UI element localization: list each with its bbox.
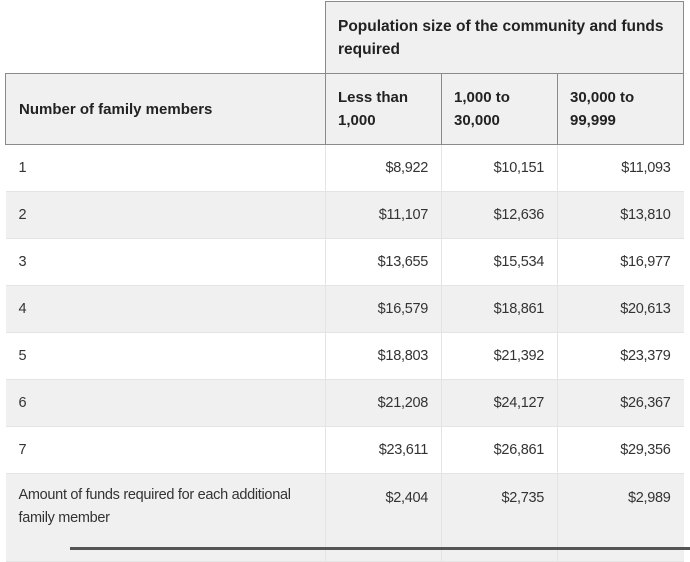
value-cell: $10,151 bbox=[441, 144, 558, 192]
row-label: 5 bbox=[5, 332, 326, 380]
table-row: 4 $16,579 $18,861 $20,613 bbox=[5, 285, 684, 333]
value-cell: $8,922 bbox=[325, 144, 442, 192]
column-header-less-than-1000: Less than 1,000 bbox=[325, 73, 442, 145]
value-cell: $26,861 bbox=[441, 426, 558, 474]
value-cell: $23,611 bbox=[325, 426, 442, 474]
table-row: 1 $8,922 $10,151 $11,093 bbox=[5, 144, 684, 192]
row-label: 6 bbox=[5, 379, 326, 427]
row-label: 2 bbox=[5, 191, 326, 239]
family-members-header: Number of family members bbox=[5, 73, 326, 145]
population-group-header: Population size of the community and fun… bbox=[324, 1, 685, 74]
table-row: 6 $21,208 $24,127 $26,367 bbox=[5, 379, 684, 427]
row-label: 3 bbox=[5, 238, 326, 286]
value-cell: $21,392 bbox=[441, 332, 558, 380]
value-cell: $16,579 bbox=[325, 285, 442, 333]
value-cell: $18,803 bbox=[325, 332, 442, 380]
table-row: 7 $23,611 $26,861 $29,356 bbox=[5, 426, 684, 474]
column-header-1000-to-30000: 1,000 to 30,000 bbox=[441, 73, 558, 145]
value-cell: $24,127 bbox=[441, 379, 558, 427]
value-cell: $13,655 bbox=[325, 238, 442, 286]
value-cell: $11,107 bbox=[325, 191, 442, 239]
value-cell: $15,534 bbox=[441, 238, 558, 286]
value-cell: $12,636 bbox=[441, 191, 558, 239]
value-cell: $13,810 bbox=[556, 191, 684, 239]
funds-table: Population size of the community and fun… bbox=[5, 1, 685, 562]
value-cell: $21,208 bbox=[325, 379, 442, 427]
row-label: 1 bbox=[5, 144, 326, 192]
value-cell: $29,356 bbox=[556, 426, 684, 474]
value-cell: $18,861 bbox=[441, 285, 558, 333]
value-cell: $2,989 bbox=[556, 473, 684, 562]
value-cell: $11,093 bbox=[556, 144, 684, 192]
empty-corner-cell bbox=[5, 1, 326, 74]
value-cell: $26,367 bbox=[556, 379, 684, 427]
value-cell: $16,977 bbox=[556, 238, 684, 286]
value-cell: $20,613 bbox=[556, 285, 684, 333]
row-label: 7 bbox=[5, 426, 326, 474]
bottom-divider bbox=[70, 547, 690, 550]
table-row: 3 $13,655 $15,534 $16,977 bbox=[5, 238, 684, 286]
column-header-30000-to-99999: 30,000 to 99,999 bbox=[556, 73, 685, 145]
table-row: 5 $18,803 $21,392 $23,379 bbox=[5, 332, 684, 380]
value-cell: $23,379 bbox=[556, 332, 684, 380]
row-label: 4 bbox=[5, 285, 326, 333]
table-row: 2 $11,107 $12,636 $13,810 bbox=[5, 191, 684, 239]
